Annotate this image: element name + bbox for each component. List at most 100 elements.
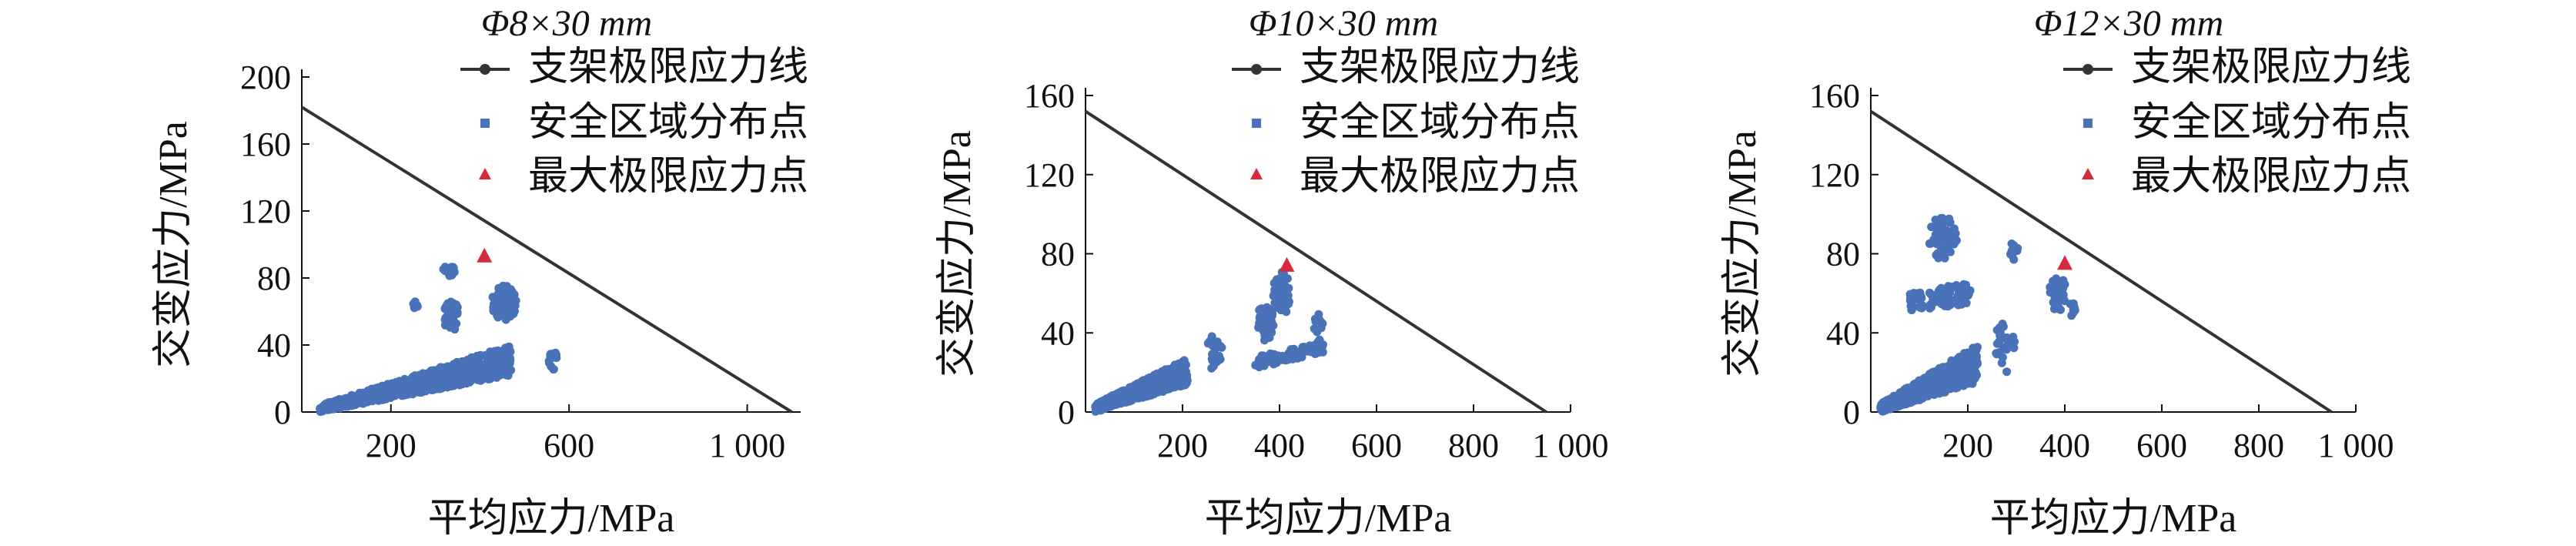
- y-axis-label: 交变应力/MPa: [1721, 130, 1765, 377]
- data-point: [1169, 378, 1178, 387]
- legend-entry: 支架极限应力线: [528, 45, 808, 89]
- x-tick-label: 200: [366, 427, 417, 464]
- data-point: [1255, 363, 1264, 372]
- data-point: [1963, 356, 1972, 365]
- data-point: [409, 373, 418, 383]
- data-point: [1915, 288, 1925, 297]
- data-point: [1160, 370, 1169, 379]
- data-point: [449, 321, 458, 330]
- y-tick-label: 160: [1809, 77, 1860, 115]
- legend-line-marker: [2083, 64, 2093, 75]
- data-point: [496, 303, 504, 312]
- data-point: [2059, 276, 2068, 285]
- data-point: [476, 364, 485, 373]
- legend-entry: 最大极限应力点: [2131, 155, 2411, 199]
- data-point: [1278, 355, 1286, 364]
- data-point: [1140, 381, 1149, 390]
- data-point: [1905, 296, 1915, 305]
- data-point: [1143, 374, 1153, 384]
- limit-stress-line: [1869, 109, 2333, 414]
- data-point: [499, 311, 508, 320]
- data-point: [1933, 249, 1942, 258]
- data-point: [1921, 373, 1930, 383]
- data-point: [353, 397, 362, 406]
- data-point: [2050, 290, 2059, 299]
- data-point: [488, 293, 497, 302]
- data-point: [1925, 239, 1934, 248]
- data-point: [1945, 247, 1955, 256]
- data-point: [1283, 274, 1292, 283]
- data-point: [1935, 371, 1945, 380]
- data-point: [1947, 361, 1956, 370]
- scatter-points: [316, 263, 561, 417]
- max-limit-stress-point: [477, 247, 493, 263]
- data-point: [447, 302, 456, 311]
- data-point: [2066, 300, 2075, 309]
- x-tick-label: 200: [1942, 427, 1993, 464]
- data-point: [319, 404, 328, 414]
- data-point: [1283, 296, 1293, 305]
- data-point: [1901, 390, 1910, 399]
- data-point: [473, 352, 483, 361]
- y-tick-label: 80: [1041, 236, 1075, 273]
- data-point: [1205, 337, 1214, 346]
- chart-panel-1: Φ8×30 mm 0 40 80 120 160 200 200 600 1 000 平均应力/MP…: [152, 3, 808, 541]
- data-point: [1132, 386, 1142, 395]
- data-point: [1932, 230, 1941, 240]
- data-point: [455, 367, 464, 377]
- data-point: [1111, 398, 1120, 407]
- max-limit-stress-point: [1279, 256, 1295, 272]
- data-point: [1951, 367, 1960, 377]
- legend-point-swatch: [480, 119, 490, 128]
- legend-entry: 支架极限应力线: [2131, 45, 2411, 89]
- data-point: [387, 379, 396, 388]
- data-point: [1917, 390, 1926, 399]
- limit-stress-line: [1084, 109, 1547, 414]
- data-point: [1938, 213, 1947, 223]
- data-point: [497, 358, 506, 367]
- data-point: [1952, 236, 1961, 246]
- data-point: [1179, 373, 1189, 382]
- data-point: [450, 268, 459, 276]
- data-point: [1931, 297, 1939, 306]
- data-point: [1909, 392, 1917, 401]
- data-point: [1215, 351, 1223, 360]
- data-point: [1905, 290, 1915, 299]
- data-point: [1996, 331, 2005, 340]
- data-point: [1966, 370, 1975, 380]
- y-tick-label: 0: [274, 394, 291, 431]
- data-point: [386, 394, 394, 403]
- y-tick-label: 40: [1826, 314, 1860, 352]
- data-point: [457, 375, 467, 384]
- x-tick-label: 800: [2233, 427, 2284, 464]
- y-tick-label: 40: [1041, 314, 1075, 352]
- data-point: [1209, 362, 1218, 370]
- data-point: [2046, 283, 2055, 292]
- data-point: [1284, 283, 1293, 293]
- data-point: [1915, 294, 1925, 303]
- data-point: [1912, 379, 1922, 387]
- data-point: [1217, 343, 1226, 352]
- data-point: [1964, 290, 1973, 299]
- data-point: [1945, 297, 1955, 306]
- data-point: [1939, 380, 1949, 390]
- y-tick-label: 40: [257, 327, 291, 364]
- x-tick-label: 600: [544, 427, 594, 464]
- data-point: [1179, 365, 1188, 374]
- legend-entry: 安全区域分布点: [528, 101, 808, 145]
- data-point: [374, 394, 383, 403]
- data-point: [1938, 222, 1947, 231]
- x-tick-label: 400: [1254, 427, 1305, 464]
- data-point: [1878, 402, 1888, 411]
- data-point: [502, 282, 511, 291]
- data-point: [1282, 307, 1291, 317]
- data-point: [1907, 306, 1916, 314]
- chart-panel-3: Φ12×30 mm 0 40 80 120 160 200 400 600 800 1 000 平均应…: [1721, 3, 2411, 541]
- legend-peak-swatch: [2082, 168, 2094, 179]
- y-tick-label: 80: [257, 260, 291, 297]
- data-point: [2057, 291, 2066, 300]
